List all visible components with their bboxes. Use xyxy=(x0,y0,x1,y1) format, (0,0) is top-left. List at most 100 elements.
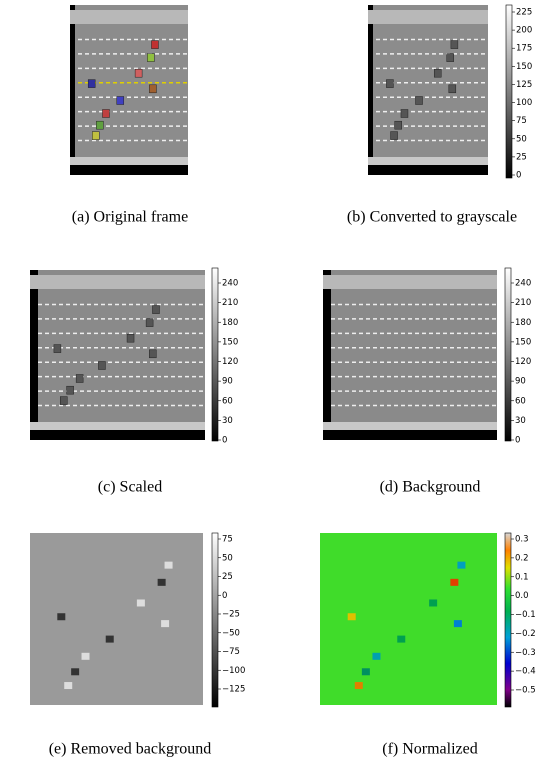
colorbar-tick-label: 120 xyxy=(222,357,238,367)
caption: (e) Removed background xyxy=(49,741,212,758)
colorbar xyxy=(212,533,218,707)
car xyxy=(434,69,441,77)
car xyxy=(149,85,156,93)
colorbar-tick-label: 180 xyxy=(222,318,238,328)
colorbar-tick-label: −125 xyxy=(222,685,245,695)
car xyxy=(449,85,456,93)
car xyxy=(102,110,109,118)
border xyxy=(368,5,373,175)
colorbar-tick-label: −0.4 xyxy=(515,667,536,677)
car xyxy=(149,350,156,358)
colorbar-tick-label: 90 xyxy=(515,377,526,387)
frame xyxy=(320,533,497,705)
caption: (c) Scaled xyxy=(98,479,162,496)
car xyxy=(137,599,145,606)
colorbar-tick-label: 240 xyxy=(515,279,531,289)
car xyxy=(161,620,169,627)
colorbar-tick-label: 75 xyxy=(516,116,527,126)
colorbar-tick-label: −25 xyxy=(222,610,240,620)
colorbar-tick-label: 30 xyxy=(515,416,526,426)
top-bar xyxy=(323,275,497,289)
colorbar-tick-label: −0.5 xyxy=(515,686,536,696)
colorbar-tick-label: 150 xyxy=(516,62,532,72)
bottom xyxy=(368,165,488,175)
car xyxy=(67,386,74,394)
car xyxy=(447,54,454,62)
colorbar-tick-label: 0.2 xyxy=(515,553,529,563)
colorbar-tick-label: 50 xyxy=(516,134,527,144)
bottom xyxy=(323,430,497,440)
car xyxy=(391,132,398,140)
top-bar xyxy=(368,157,488,165)
car xyxy=(397,636,405,643)
car xyxy=(152,306,159,314)
colorbar-tick-label: 60 xyxy=(515,396,526,406)
car xyxy=(362,668,370,675)
panel: (b) Converted to grayscale02550751001251… xyxy=(347,5,532,226)
car xyxy=(127,334,134,342)
top-bar xyxy=(368,10,488,24)
car xyxy=(57,613,65,620)
colorbar-tick-label: 150 xyxy=(515,337,531,347)
car xyxy=(96,121,103,129)
car xyxy=(416,97,423,105)
car xyxy=(147,54,154,62)
caption: (f) Normalized xyxy=(382,741,478,758)
car xyxy=(106,636,114,643)
colorbar-tick-label: −0.1 xyxy=(515,610,536,620)
colorbar-tick-label: 180 xyxy=(515,318,531,328)
caption: (b) Converted to grayscale xyxy=(347,209,517,226)
car xyxy=(54,345,61,353)
car xyxy=(451,41,458,49)
bottom xyxy=(30,430,205,440)
car xyxy=(395,121,402,129)
colorbar-tick-label: 0.1 xyxy=(515,572,529,582)
panel: (e) Removed background−125−100−75−50−250… xyxy=(30,533,245,758)
colorbar-tick-label: −0.3 xyxy=(515,648,536,658)
car xyxy=(82,653,90,660)
colorbar xyxy=(212,268,218,441)
panel: (a) Original frame xyxy=(70,5,188,226)
car xyxy=(92,132,99,140)
car xyxy=(355,682,363,689)
colorbar xyxy=(506,5,512,178)
colorbar-tick-label: −75 xyxy=(222,647,240,657)
panel: (f) Normalized−0.5−0.4−0.3−0.2−0.10.00.1… xyxy=(320,533,536,758)
frame xyxy=(70,5,188,175)
caption: (a) Original frame xyxy=(72,209,188,226)
colorbar-tick-label: 100 xyxy=(516,98,532,108)
border xyxy=(323,270,331,440)
car xyxy=(60,397,67,405)
top-bar xyxy=(323,422,497,430)
car xyxy=(64,682,72,689)
colorbar-tick-label: 50 xyxy=(222,553,233,563)
bottom xyxy=(70,165,188,175)
car xyxy=(386,80,393,88)
car xyxy=(76,375,83,383)
colorbar-tick-label: 0.0 xyxy=(515,591,529,601)
car xyxy=(372,653,380,660)
frame xyxy=(323,270,497,440)
car xyxy=(151,41,158,49)
colorbar-tick-label: 125 xyxy=(516,80,532,90)
colorbar-tick-label: 60 xyxy=(222,396,233,406)
colorbar-tick-label: 175 xyxy=(516,44,532,54)
car xyxy=(135,69,142,77)
colorbar-tick-label: 150 xyxy=(222,337,238,347)
colorbar-tick-label: −50 xyxy=(222,628,240,638)
colorbar-tick-label: 25 xyxy=(516,152,527,162)
frame xyxy=(30,533,203,705)
top-bar xyxy=(70,10,188,24)
border xyxy=(70,5,75,175)
car xyxy=(401,110,408,118)
car xyxy=(117,97,124,105)
colorbar xyxy=(505,533,511,707)
colorbar-tick-label: 200 xyxy=(516,26,532,36)
colorbar-tick-label: 0 xyxy=(222,591,227,601)
colorbar-tick-label: 240 xyxy=(222,279,238,289)
car xyxy=(454,620,462,627)
colorbar-tick-label: 120 xyxy=(515,357,531,367)
frame xyxy=(30,270,205,440)
